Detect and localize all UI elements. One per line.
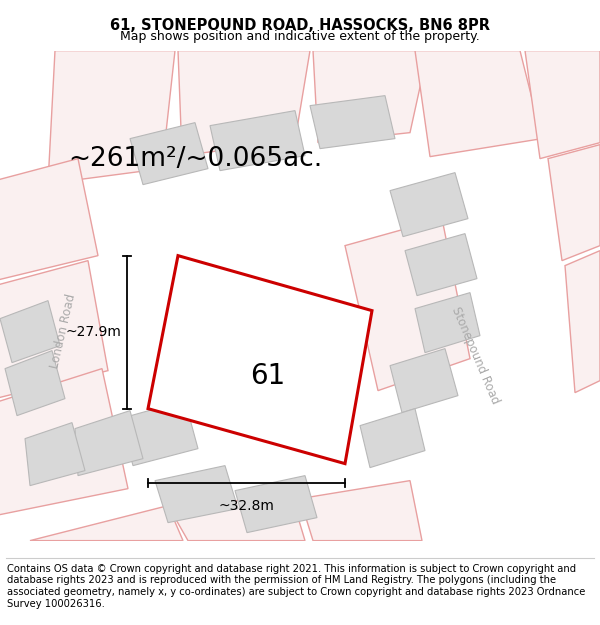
Polygon shape	[390, 173, 468, 237]
Polygon shape	[300, 481, 422, 541]
Polygon shape	[0, 159, 98, 281]
Polygon shape	[148, 256, 372, 464]
Polygon shape	[0, 261, 108, 399]
Polygon shape	[178, 51, 310, 156]
Polygon shape	[345, 219, 470, 391]
Polygon shape	[310, 96, 395, 149]
Polygon shape	[0, 301, 60, 362]
Polygon shape	[525, 51, 600, 159]
Polygon shape	[390, 349, 458, 413]
Polygon shape	[210, 111, 305, 171]
Text: Contains OS data © Crown copyright and database right 2021. This information is : Contains OS data © Crown copyright and d…	[7, 564, 586, 609]
Text: 61, STONEPOUND ROAD, HASSOCKS, BN6 8PR: 61, STONEPOUND ROAD, HASSOCKS, BN6 8PR	[110, 18, 490, 32]
Text: Stonepound Road: Stonepound Road	[449, 305, 502, 406]
Polygon shape	[130, 122, 208, 184]
Polygon shape	[172, 491, 305, 541]
Polygon shape	[360, 409, 425, 468]
Polygon shape	[75, 411, 143, 476]
Text: ~27.9m: ~27.9m	[65, 325, 121, 339]
Text: London Road: London Road	[48, 292, 78, 369]
Text: ~32.8m: ~32.8m	[218, 499, 274, 512]
Polygon shape	[120, 401, 198, 466]
Text: Map shows position and indicative extent of the property.: Map shows position and indicative extent…	[120, 30, 480, 43]
Polygon shape	[548, 144, 600, 261]
Polygon shape	[5, 351, 65, 416]
Polygon shape	[405, 234, 477, 296]
Polygon shape	[415, 51, 542, 157]
Polygon shape	[155, 466, 238, 522]
Polygon shape	[48, 51, 175, 184]
Polygon shape	[415, 292, 480, 352]
Polygon shape	[25, 422, 85, 486]
Polygon shape	[313, 51, 428, 142]
Text: ~261m²/~0.065ac.: ~261m²/~0.065ac.	[68, 146, 322, 172]
Polygon shape	[30, 506, 183, 541]
Polygon shape	[0, 369, 128, 516]
Polygon shape	[565, 251, 600, 392]
Text: 61: 61	[250, 362, 286, 389]
Polygon shape	[235, 476, 317, 532]
